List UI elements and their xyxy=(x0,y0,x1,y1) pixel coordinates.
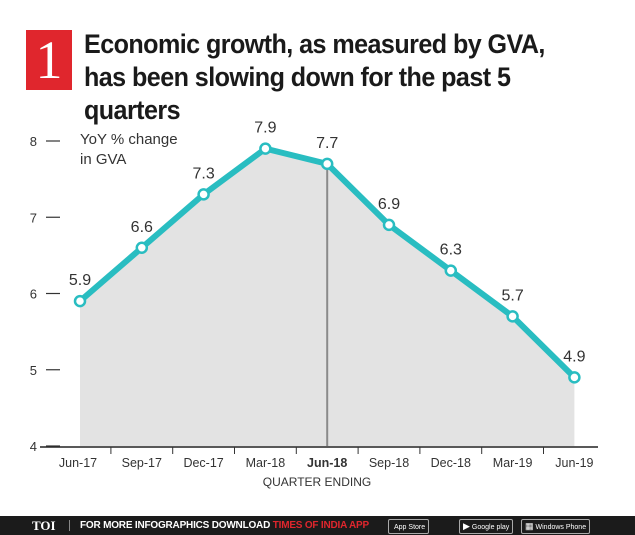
footer-bar: TOI FOR MORE INFOGRAPHICS DOWNLOAD TIMES… xyxy=(0,516,635,535)
data-point xyxy=(444,264,458,277)
data-point xyxy=(506,310,519,323)
x-tick-label: Mar-18 xyxy=(246,456,286,470)
windows-icon: ▦ xyxy=(525,521,534,531)
y-tick-label: 7 xyxy=(30,210,37,225)
chart-annotation: YoY % change xyxy=(80,131,178,148)
x-tick-label: Dec-18 xyxy=(431,456,471,470)
data-label: 4.9 xyxy=(563,348,585,365)
number-badge: 1 xyxy=(26,30,72,90)
x-tick-label: Mar-19 xyxy=(493,456,533,470)
data-point xyxy=(568,371,581,384)
y-tick-label: 5 xyxy=(30,363,37,378)
x-axis-title: QUARTER ENDING xyxy=(263,475,371,489)
x-tick-label: Jun-18 xyxy=(307,456,347,470)
y-tick-label: 4 xyxy=(30,439,37,454)
data-label: 6.6 xyxy=(131,219,153,236)
data-point xyxy=(73,294,87,308)
data-point xyxy=(259,142,272,155)
x-tick-label: Jun-19 xyxy=(555,456,593,470)
data-point xyxy=(135,241,149,254)
app-store-badge[interactable]: App Store xyxy=(388,519,430,534)
data-label: 7.7 xyxy=(316,135,338,152)
x-tick-label: Sep-17 xyxy=(122,456,162,470)
data-label: 7.9 xyxy=(254,120,276,137)
play-icon: ▶ xyxy=(463,521,470,531)
x-tick-label: Sep-18 xyxy=(369,456,409,470)
data-label: 5.7 xyxy=(501,287,523,304)
app-store-label: App Store xyxy=(394,524,426,531)
data-point xyxy=(382,218,396,232)
data-label: 5.9 xyxy=(69,272,91,289)
chart-title: Economic growth, as measured by GVA, has… xyxy=(84,29,545,125)
gva-area-chart: 4 5 6 7 8 Jun-17 Sep-17 Dec-17 Mar-18 Jun-18 Sep-1… xyxy=(30,120,598,489)
chart-annotation: in GVA xyxy=(80,151,126,168)
x-tick-label: Jun-17 xyxy=(59,456,97,470)
data-point xyxy=(197,188,210,201)
x-tick-label: Dec-17 xyxy=(183,456,223,470)
windows-phone-badge[interactable]: ▦ Windows Phone xyxy=(521,519,591,534)
data-label: 6.9 xyxy=(378,196,400,213)
promo-text: FOR MORE INFOGRAPHICS DOWNLOAD xyxy=(80,520,271,531)
footer-promo: FOR MORE INFOGRAPHICS DOWNLOAD TIMES OF … xyxy=(80,516,369,535)
google-play-badge[interactable]: ▶ Google play xyxy=(459,519,514,534)
footer-divider xyxy=(69,520,70,531)
y-tick-label: 6 xyxy=(30,287,37,302)
data-label: 6.3 xyxy=(440,242,462,259)
chart-header: 1 Economic growth, as measured by GVA, h… xyxy=(26,28,626,125)
windows-phone-label: Windows Phone xyxy=(535,524,587,531)
y-tick-label: 8 xyxy=(30,134,37,149)
app-name: TIMES OF INDIA APP xyxy=(272,520,369,531)
data-point xyxy=(320,157,334,171)
data-label: 7.3 xyxy=(192,165,214,182)
google-play-label: Google play xyxy=(471,524,510,531)
toi-logo: TOI xyxy=(32,518,56,533)
